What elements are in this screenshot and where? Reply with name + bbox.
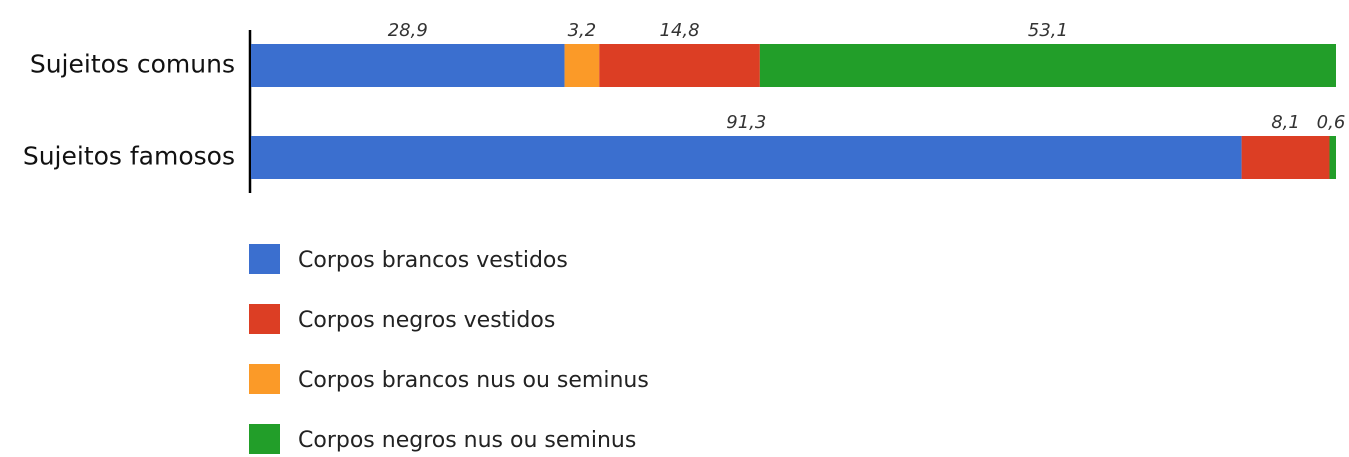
value-label: 14,8 xyxy=(660,20,700,41)
category-label: Sujeitos comuns xyxy=(30,50,235,79)
legend-label: Corpos negros vestidos xyxy=(298,308,555,333)
bar-segment xyxy=(1241,136,1330,179)
bar-segment xyxy=(251,44,565,87)
value-label: 28,9 xyxy=(388,20,428,41)
legend-swatch xyxy=(249,424,280,454)
bar-segment xyxy=(564,44,600,87)
bar-segment xyxy=(759,44,1336,87)
value-label: 91,3 xyxy=(726,112,766,133)
value-label: 8,1 xyxy=(1271,112,1300,133)
bar-segment xyxy=(251,136,1242,179)
legend-label: Corpos brancos vestidos xyxy=(298,248,568,273)
bar-segment xyxy=(1329,136,1336,179)
bar-segment xyxy=(599,44,760,87)
legend-label: Corpos negros nus ou seminus xyxy=(298,428,636,453)
value-label: 3,2 xyxy=(568,20,597,41)
legend-swatch xyxy=(249,364,280,394)
category-label: Sujeitos famosos xyxy=(23,142,235,171)
legend-label: Corpos brancos nus ou seminus xyxy=(298,368,649,393)
value-label: 53,1 xyxy=(1028,20,1068,41)
legend-swatch xyxy=(249,304,280,334)
legend-swatch xyxy=(249,244,280,274)
value-label: 0,6 xyxy=(1317,112,1346,133)
